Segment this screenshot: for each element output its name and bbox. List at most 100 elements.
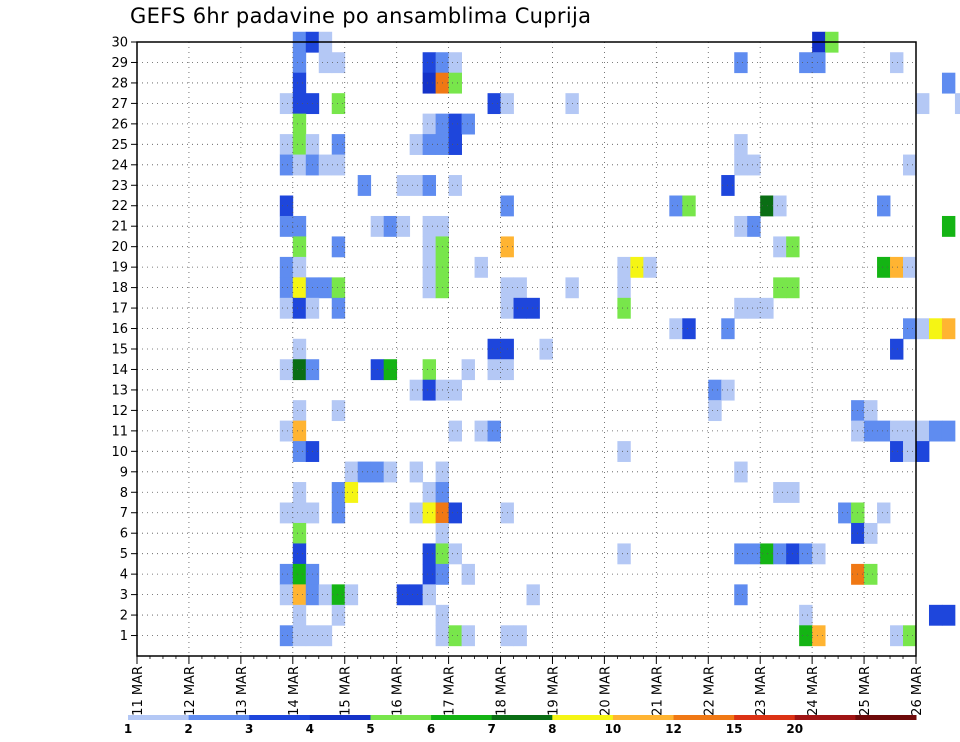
heatmap-cell [331, 400, 346, 422]
heatmap-cell [331, 236, 346, 258]
heatmap-cell [487, 338, 501, 360]
heatmap-cell [890, 52, 904, 74]
heatmap-cell [526, 584, 540, 606]
heatmap-cell [422, 134, 437, 155]
heatmap-cell [773, 195, 787, 217]
heatmap-cell [279, 420, 294, 442]
y-tick-label: 8 [120, 486, 128, 501]
heatmap-cell [331, 297, 346, 319]
heatmap-cell [448, 52, 462, 74]
heatmap-cell [422, 175, 437, 196]
heatmap-cell [357, 461, 372, 483]
heatmap-cell [422, 359, 437, 381]
y-tick-label: 15 [111, 343, 128, 358]
heatmap-cell [513, 625, 527, 647]
heatmap-cell [916, 420, 930, 442]
x-tick-label: 23 MAR [754, 666, 769, 716]
chart-title: GEFS 6hr padavine po ansamblima Cuprija [130, 4, 592, 28]
heatmap-cell [513, 277, 527, 299]
y-tick-label: 27 [111, 97, 128, 112]
heatmap-cell [292, 256, 307, 278]
heatmap-cell [799, 52, 813, 74]
heatmap-cell [903, 318, 917, 340]
y-tick-label: 26 [111, 117, 128, 132]
heatmap-cell [643, 256, 657, 278]
heatmap-cell [292, 72, 307, 94]
heatmap-cell [279, 256, 294, 278]
heatmap-cell [864, 522, 878, 544]
heatmap-cell [487, 359, 501, 381]
y-tick-label: 12 [111, 404, 128, 419]
y-tick-label: 10 [111, 445, 128, 460]
heatmap-cell [734, 134, 748, 155]
heatmap-cell [526, 297, 540, 319]
colorbar-label: 5 [366, 722, 374, 736]
heatmap-cell [487, 93, 501, 115]
heatmap-cell [292, 441, 307, 462]
heatmap-cell [903, 441, 917, 462]
y-tick-label: 14 [111, 363, 128, 378]
heatmap-cell [292, 563, 307, 585]
heatmap-cell [617, 277, 631, 299]
heatmap-cell [292, 420, 307, 442]
y-tick-label: 6 [120, 527, 128, 542]
heatmap-cell [396, 215, 411, 237]
heatmap-cell [409, 134, 424, 155]
colorbar-label: 8 [548, 722, 556, 736]
colorbar-segment [249, 715, 311, 720]
heatmap-cell [422, 584, 437, 606]
colorbar-segment [855, 715, 917, 720]
y-tick-label: 13 [111, 383, 128, 398]
heatmap-cell [422, 256, 437, 278]
x-tick-label: 16 MAR [391, 666, 406, 716]
y-tick-label: 1 [120, 629, 128, 644]
heatmap-cell [396, 584, 411, 606]
colorbar-label: 4 [306, 722, 314, 736]
colorbar-label: 15 [726, 722, 743, 736]
heatmap-cell [669, 195, 683, 217]
heatmap-cell [617, 441, 631, 462]
heatmap-cell [292, 584, 307, 606]
heatmap-cell [292, 134, 307, 155]
colorbar-label: 7 [488, 722, 496, 736]
heatmap-cell [279, 93, 294, 115]
heatmap-cell [422, 543, 437, 565]
heatmap-cell [279, 195, 294, 217]
heatmap-cell [890, 420, 904, 442]
heatmap-cell [864, 400, 878, 422]
heatmap-cell [669, 318, 683, 340]
x-tick-label: 20 MAR [598, 666, 613, 716]
x-tick-label: 21 MAR [650, 666, 665, 716]
colorbar-segment [309, 715, 371, 720]
heatmap-cell [292, 625, 307, 647]
heatmap-cell [448, 502, 462, 524]
heatmap-cell [292, 400, 307, 422]
heatmap-cell [409, 379, 424, 401]
heatmap-cell [941, 72, 956, 94]
heatmap-cell [941, 420, 956, 442]
heatmap-cell [409, 175, 424, 196]
heatmap-cell [903, 625, 917, 647]
heatmap-cell [279, 154, 294, 176]
heatmap-cell [448, 72, 462, 94]
heatmap-cell [292, 215, 307, 237]
y-tick-label: 21 [111, 220, 128, 235]
x-tick-label: 15 MAR [339, 666, 354, 716]
y-tick-label: 5 [120, 547, 128, 562]
heatmap-cell [617, 297, 631, 319]
heatmap-cell [682, 318, 696, 340]
heatmap-cell [799, 543, 813, 565]
heatmap-cell [890, 625, 904, 647]
heatmap-cell [928, 420, 943, 442]
heatmap-cell [292, 113, 307, 135]
heatmap-cell [760, 195, 774, 217]
x-tick-label: 24 MAR [806, 666, 821, 716]
heatmap-cell [318, 625, 333, 647]
heatmap-cell [941, 604, 956, 626]
x-tick-label: 17 MAR [443, 666, 458, 716]
y-tick-label: 9 [120, 465, 128, 480]
heatmap-cell [773, 277, 787, 299]
heatmap-cell [916, 318, 930, 340]
x-tick-label: 14 MAR [287, 666, 302, 716]
